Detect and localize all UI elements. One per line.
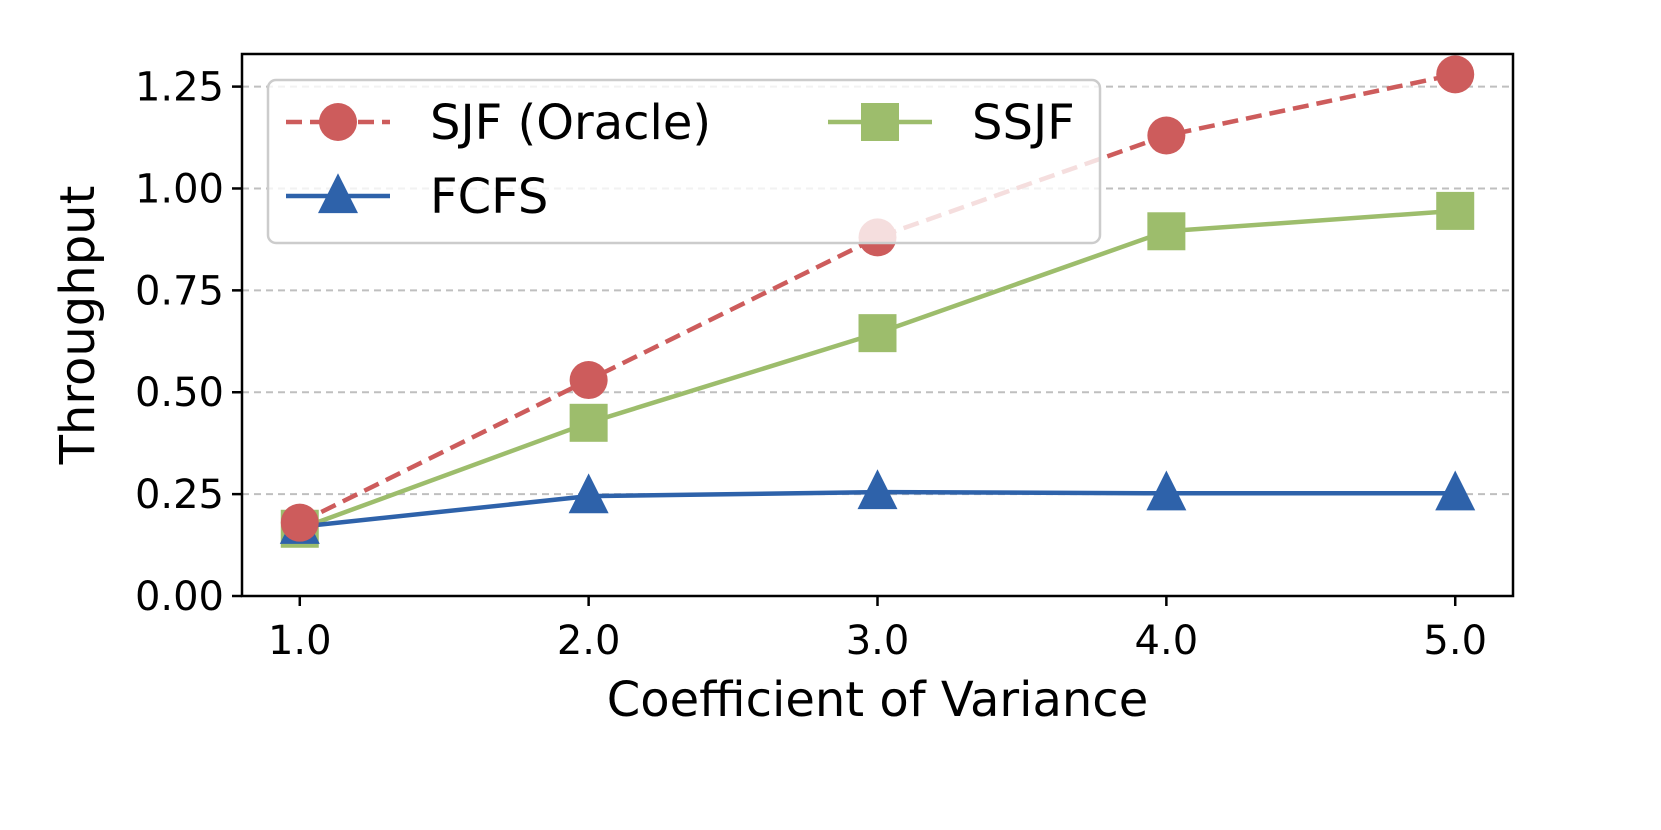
y-tick-label: 0.75	[135, 268, 224, 314]
data-point-ssjf	[1147, 212, 1186, 251]
legend-item-sjf-oracle: SJF (Oracle)	[286, 95, 711, 151]
data-point-sjf-oracle	[280, 503, 319, 542]
data-point-fcfs	[568, 473, 609, 514]
x-tick-label: 2.0	[557, 618, 621, 664]
data-point-ssjf	[1436, 191, 1475, 230]
data-point-sjf-oracle	[569, 361, 608, 400]
legend-label-fcfs: FCFS	[430, 169, 548, 225]
series-sjf-oracle	[280, 55, 1475, 542]
x-tick-label: 5.0	[1423, 618, 1487, 664]
y-tick-label: 1.25	[135, 65, 224, 111]
data-point-sjf-oracle	[1147, 116, 1186, 155]
series-layer	[279, 55, 1476, 548]
y-tick-label: 0.00	[135, 574, 224, 620]
x-axis-label: Coefficient of Variance	[607, 672, 1148, 728]
data-point-fcfs	[1435, 470, 1476, 511]
data-point-ssjf	[569, 403, 608, 442]
y-axis-label: Throughput	[50, 186, 106, 466]
legend-marker-fcfs	[318, 173, 358, 214]
data-point-fcfs	[1146, 470, 1187, 511]
legend-label-sjf-oracle: SJF (Oracle)	[430, 95, 711, 151]
x-tick-label: 1.0	[268, 618, 332, 664]
data-point-sjf-oracle	[1436, 55, 1475, 94]
legend-item-fcfs: FCFS	[286, 169, 548, 225]
x-tick-label: 3.0	[846, 618, 910, 664]
y-tick-label: 1.00	[135, 166, 224, 212]
legend-marker-sjf-oracle	[319, 103, 357, 141]
y-tick-label: 0.25	[135, 472, 224, 518]
data-point-fcfs	[857, 469, 898, 510]
legend-item-ssjf: SSJF	[828, 95, 1075, 151]
legend: SJF (Oracle) SSJF FCFS	[266, 78, 1102, 245]
legend-label-ssjf: SSJF	[972, 95, 1075, 151]
y-tick-label: 0.50	[135, 370, 224, 416]
series-fcfs	[279, 469, 1476, 544]
x-tick-label: 4.0	[1135, 618, 1199, 664]
data-point-ssjf	[858, 314, 897, 353]
legend-marker-ssjf	[861, 103, 899, 141]
axis-ticks: 0.00 0.25 0.50 0.75 1.00 1.25 1.0 2.0 3.0 4.0 5.0	[135, 65, 1487, 664]
